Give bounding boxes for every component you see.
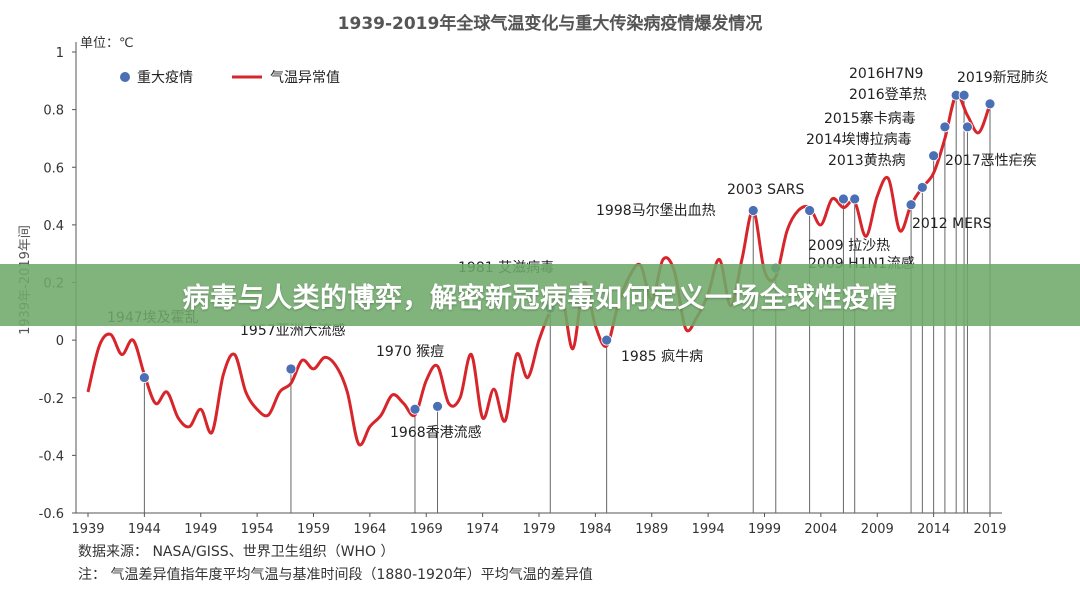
x-tick-label: 1989: [635, 522, 668, 537]
epidemic-label: 2012 MERS: [912, 216, 992, 232]
epidemic-point: [601, 334, 613, 346]
epidemic-label: 2009 拉沙热: [808, 238, 890, 254]
source-note: 数据来源： NASA/GISS、世界卫生组织（WHO ）: [78, 544, 395, 560]
y-tick-label: 0.8: [43, 104, 64, 119]
x-tick-label: 1974: [466, 522, 499, 537]
epidemic-point: [928, 150, 940, 162]
x-tick-label: 1999: [748, 522, 781, 537]
epidemic-point: [939, 121, 951, 133]
epidemic-point: [138, 372, 150, 383]
y-tick-label: 0.6: [43, 161, 64, 176]
y-tick-label: -0.6: [39, 507, 64, 522]
epidemic-label: 2019新冠肺炎: [957, 70, 1049, 86]
x-tick-label: 1994: [692, 522, 725, 537]
x-tick-label: 1969: [410, 522, 443, 537]
y-tick-label: 1: [56, 46, 64, 61]
y-tick-label: 0.4: [43, 219, 64, 234]
epidemic-label: 2017恶性疟疾: [945, 153, 1037, 169]
y-tick-label: -0.4: [39, 449, 64, 464]
epidemic-point: [962, 121, 973, 133]
y-tick-label: -0.2: [39, 392, 64, 407]
headline-text: 病毒与人类的博弈，解密新冠病毒如何定义一场全球性疫情: [182, 282, 898, 314]
epidemic-point: [958, 89, 970, 101]
x-tick-label: 1979: [522, 522, 555, 537]
x-tick-label: 1959: [297, 522, 330, 537]
epidemic-label: 2015寨卡病毒: [824, 110, 916, 127]
legend-epidemic-marker: [120, 72, 130, 82]
x-tick-label: 1964: [353, 522, 386, 537]
x-tick-label: 2019: [973, 522, 1006, 537]
chart-title: 1939-2019年全球气温变化与重大传染病疫情爆发情况: [338, 13, 763, 34]
epidemic-point: [838, 193, 849, 205]
legend-epidemic-label: 重大疫情: [137, 70, 193, 86]
epidemic-label: 2014埃博拉病毒: [806, 131, 912, 148]
legend: 重大疫情 气温异常值: [120, 70, 340, 86]
epidemic-label: 1970 猴痘: [376, 344, 444, 360]
x-tick-label: 1984: [579, 522, 612, 537]
epidemic-point: [905, 199, 917, 211]
x-tick-label: 1949: [184, 522, 217, 537]
epidemic-point: [849, 193, 861, 205]
x-tick-label: 2009: [861, 522, 894, 537]
x-tick-label: 1954: [241, 522, 274, 537]
unit-label: 单位：℃: [80, 36, 134, 51]
x-tick-label: 1939: [71, 522, 104, 537]
epidemic-point: [916, 182, 928, 193]
epidemic-labels: 1947埃及霍乱1957亚洲大流感1968香港流感1970 猴痘1981 艾滋病…: [107, 66, 1049, 441]
footnote: 注： 气温差异值指年度平均气温与基准时间段（1880-1920年）平均气温的差异…: [78, 566, 593, 583]
epidemic-point: [804, 205, 815, 216]
x-tick-label: 1944: [128, 522, 161, 537]
epidemic-point: [747, 205, 759, 216]
epidemic-label: 1968香港流感: [390, 424, 482, 441]
epidemic-label: 2003 SARS: [727, 182, 805, 198]
headline-banner: 病毒与人类的博弈，解密新冠病毒如何定义一场全球性疫情: [0, 264, 1080, 326]
epidemic-label: 2016登革热: [849, 87, 927, 103]
x-tick-label: 2004: [804, 522, 837, 537]
epidemic-point: [285, 363, 297, 375]
epidemic-markers: [138, 89, 996, 415]
epidemic-point: [409, 403, 421, 415]
epidemic-label: 1957亚洲大流感: [240, 322, 346, 339]
epidemic-label: 1998马尔堡出血热: [596, 203, 716, 219]
epidemic-label: 2013黄热病: [828, 152, 906, 169]
epidemic-point: [432, 400, 443, 412]
series-line-temperature-anomaly: [86, 93, 992, 447]
anomaly-line-layer: [86, 93, 992, 447]
x-tick-label: 2014: [917, 522, 950, 537]
epidemic-label: 1985 疯牛病: [621, 349, 703, 365]
y-tick-label: 0: [56, 334, 64, 349]
epidemic-label: 2016H7N9: [849, 66, 923, 82]
legend-anomaly-label: 气温异常值: [270, 70, 340, 86]
epidemic-point: [984, 98, 996, 110]
